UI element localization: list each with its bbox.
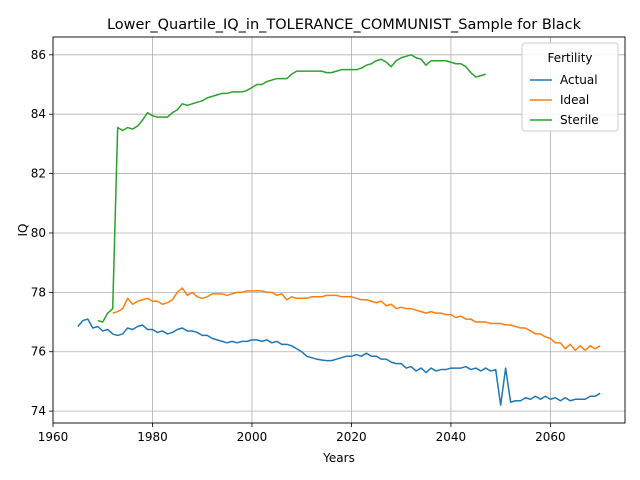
legend-label-sterile: Sterile (560, 113, 599, 127)
legend-title: Fertility (547, 51, 592, 65)
chart-title: Lower_Quartile_IQ_in_TOLERANCE_COMMUNIST… (107, 17, 582, 33)
plot-frame (52, 36, 626, 424)
x-tick-label: 1980 (137, 430, 168, 444)
y-tick-label: 76 (31, 345, 46, 359)
y-tick-label: 82 (31, 167, 46, 181)
series-line-actual (77, 318, 601, 406)
legend-label-actual: Actual (560, 73, 598, 87)
grid (52, 37, 625, 423)
series-lines (77, 54, 601, 406)
x-tick-label: 2060 (535, 430, 566, 444)
y-tick-label: 74 (31, 404, 46, 418)
legend-label-ideal: Ideal (560, 93, 589, 107)
y-axis-label: IQ (16, 224, 30, 237)
y-tick-label: 86 (31, 48, 46, 62)
series-line-ideal (112, 287, 601, 351)
x-axis-label: Years (322, 451, 355, 465)
axis-ticks: 1960 1980 2000 2020 2040 2060 74 76 78 80 82 84 86 (31, 48, 566, 444)
x-tick-label: 2040 (436, 430, 467, 444)
x-tick-label: 2020 (336, 430, 367, 444)
x-tick-label: 1960 (38, 430, 69, 444)
x-tick-label: 2000 (237, 430, 268, 444)
series-line-sterile (97, 54, 486, 323)
y-tick-label: 78 (31, 285, 46, 299)
legend: Fertility Actual Ideal Sterile (521, 42, 619, 132)
y-tick-label: 80 (31, 226, 46, 240)
legend-box (521, 42, 619, 132)
y-tick-label: 84 (31, 107, 46, 121)
